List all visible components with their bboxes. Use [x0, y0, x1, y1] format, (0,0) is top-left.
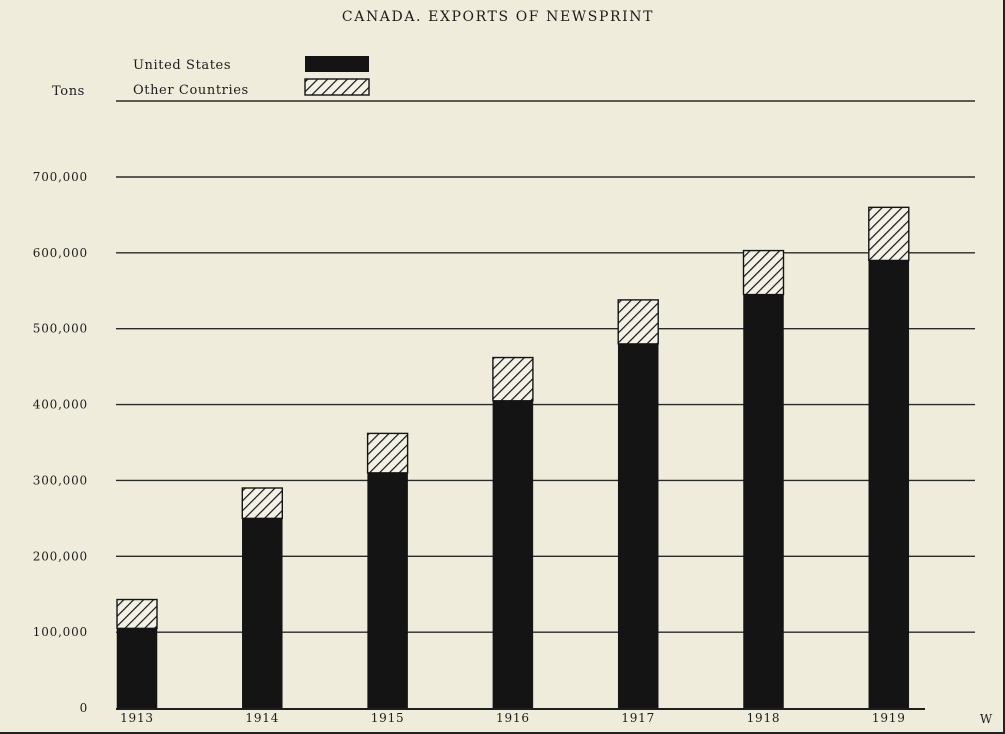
legend-label-united-states: United States: [133, 58, 231, 73]
y-axis-tick-labels: 0 100,000 200,000 300,000 400,000 500,000 600,…: [33, 170, 88, 715]
x-tick-label-1914: 1914: [245, 711, 279, 725]
y-tick-label-1: 100,000: [33, 625, 88, 639]
legend-swatch-united-states: [305, 56, 369, 72]
y-tick-label-4: 400,000: [33, 398, 88, 412]
legend: United States Other Countries: [133, 56, 370, 98]
bar-1913-united-states: [116, 628, 158, 709]
y-tick-label-0: 0: [80, 701, 88, 715]
bar-1916-other-countries: [492, 356, 534, 402]
bars: [116, 206, 910, 709]
bar-1917-united-states: [617, 343, 659, 709]
bar-1914-united-states: [242, 518, 283, 709]
x-tick-label-1919: 1919: [872, 711, 906, 725]
y-tick-label-3: 300,000: [33, 473, 88, 487]
bar-1913-other-countries: [116, 598, 158, 630]
bar-1918-other-countries: [742, 249, 785, 296]
bar-1915-other-countries: [366, 432, 409, 474]
y-tick-label-6: 600,000: [33, 246, 88, 260]
x-tick-label-1916: 1916: [496, 711, 530, 725]
x-tick-label-1917: 1917: [621, 711, 655, 725]
y-axis-unit-label: Tons: [52, 84, 85, 99]
bar-1917-other-countries: [617, 299, 659, 345]
x-tick-label-1918: 1918: [747, 711, 781, 725]
x-axis-tick-labels: 1913 1914 1915 1916 1917 1918 1919: [120, 711, 906, 725]
y-tick-label-7: 700,000: [33, 170, 88, 184]
corner-mark: W: [980, 712, 993, 726]
legend-swatch-other-countries: [304, 78, 370, 96]
bar-1915-united-states: [367, 472, 408, 709]
x-tick-label-1913: 1913: [120, 711, 154, 725]
x-tick-label-1915: 1915: [371, 711, 405, 725]
y-tick-label-5: 500,000: [33, 322, 88, 336]
legend-label-other-countries: Other Countries: [133, 83, 249, 98]
bar-1914-other-countries: [241, 487, 284, 520]
bar-1916-united-states: [492, 400, 534, 709]
y-tick-label-2: 200,000: [33, 549, 88, 563]
bar-1919-other-countries: [868, 206, 910, 262]
bar-1919-united-states: [868, 260, 910, 709]
bar-1918-united-states: [743, 294, 784, 709]
chart-title: CANADA. EXPORTS OF NEWSPRINT: [342, 9, 654, 25]
